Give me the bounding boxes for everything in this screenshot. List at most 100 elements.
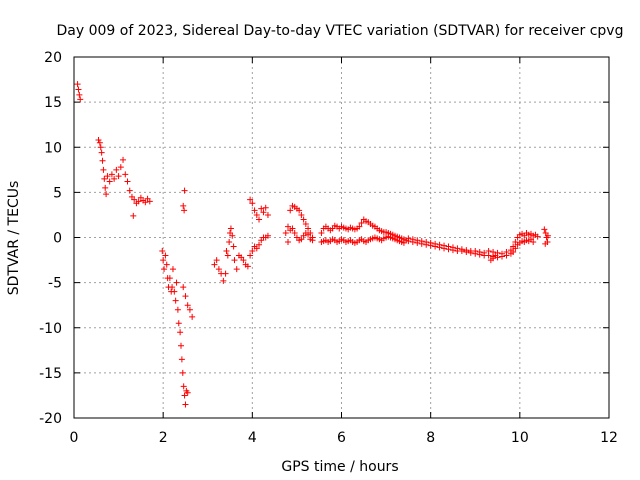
data-point	[96, 139, 103, 146]
data-point	[485, 248, 492, 255]
data-point	[463, 247, 470, 254]
data-point	[296, 207, 303, 214]
data-point	[99, 157, 106, 164]
data-point	[541, 226, 548, 233]
data-point	[106, 178, 113, 185]
x-tick-label: 12	[600, 430, 618, 446]
data-point	[182, 401, 189, 408]
data-point	[124, 178, 131, 185]
x-axis-label: GPS time / hours	[281, 459, 398, 475]
data-point	[181, 207, 188, 214]
data-point	[356, 223, 363, 230]
data-point	[441, 242, 448, 249]
data-point	[226, 239, 233, 246]
data-point	[184, 389, 191, 396]
data-point	[253, 245, 260, 252]
x-tick-label: 8	[426, 430, 435, 446]
data-point	[220, 277, 227, 284]
data-point	[305, 231, 312, 238]
data-point	[289, 225, 296, 232]
data-point	[178, 342, 184, 349]
data-point	[530, 239, 537, 246]
data-point	[233, 266, 240, 273]
data-point	[182, 293, 189, 300]
data-point	[74, 81, 81, 88]
y-tick-label: -20	[39, 411, 62, 427]
x-tick-label: 4	[248, 430, 257, 446]
data-point	[169, 284, 176, 291]
data-point	[249, 200, 256, 207]
data-point	[163, 261, 170, 268]
data-point	[253, 211, 260, 218]
data-point	[166, 275, 173, 282]
data-point	[174, 306, 181, 313]
axis-ticks	[73, 56, 610, 419]
data-point	[432, 240, 439, 247]
data-point	[184, 302, 191, 309]
data-point	[534, 233, 541, 240]
data-point	[282, 229, 289, 236]
data-point	[231, 257, 238, 264]
x-tick-label: 0	[70, 430, 79, 446]
data-point	[305, 225, 312, 232]
data-point	[180, 383, 187, 390]
data-point	[244, 263, 251, 270]
data-point	[171, 288, 178, 295]
y-axis-label: SDTVAR / TECUs	[6, 181, 22, 296]
data-point	[120, 156, 127, 163]
data-point	[178, 356, 185, 363]
data-point	[298, 236, 305, 243]
data-point	[177, 329, 184, 336]
data-point	[146, 198, 153, 205]
data-point	[230, 243, 237, 250]
data-point	[115, 173, 122, 180]
data-point	[249, 248, 256, 255]
chart-title: Day 009 of 2023, Sidereal Day-to-day VTE…	[57, 23, 624, 39]
data-point	[180, 284, 187, 291]
data-point	[499, 250, 505, 257]
data-point	[418, 238, 425, 245]
data-point	[262, 204, 269, 211]
data-point	[510, 243, 517, 250]
data-point	[229, 232, 236, 239]
data-point	[300, 216, 307, 223]
data-point	[162, 252, 169, 259]
data-point	[423, 239, 430, 246]
y-tick-label: -5	[48, 276, 62, 292]
x-tick-label: 2	[159, 430, 168, 446]
data-point	[227, 225, 234, 232]
data-point	[117, 164, 124, 171]
data-point	[287, 207, 294, 214]
data-point	[291, 229, 298, 236]
data-point	[490, 248, 497, 255]
data-point	[131, 196, 138, 203]
data-point	[102, 184, 109, 191]
data-point	[211, 261, 218, 268]
data-point	[318, 229, 325, 236]
y-tick-label: -10	[39, 321, 62, 337]
data-point	[76, 91, 83, 98]
x-tick-label: 10	[511, 430, 529, 446]
data-point	[258, 205, 265, 212]
data-point	[186, 306, 193, 313]
data-point	[472, 248, 479, 255]
data-point	[213, 257, 220, 264]
data-point	[108, 171, 115, 178]
data-point	[100, 166, 107, 173]
data-point	[414, 237, 421, 244]
data-point	[173, 279, 180, 286]
data-point	[122, 171, 129, 178]
data-point	[160, 257, 167, 264]
data-point	[240, 257, 247, 264]
data-point	[104, 173, 111, 180]
data-point	[400, 239, 407, 246]
data-point	[436, 241, 443, 248]
y-tick-labels: 20 15 10 5 0 -5 -10 -15 -20	[39, 50, 62, 427]
data-point	[172, 297, 179, 304]
data-point	[142, 199, 149, 206]
data-point	[189, 313, 196, 320]
data-point	[247, 252, 254, 259]
data-point	[161, 266, 168, 273]
y-tick-label: 15	[44, 95, 62, 111]
y-tick-label: 20	[44, 50, 62, 66]
